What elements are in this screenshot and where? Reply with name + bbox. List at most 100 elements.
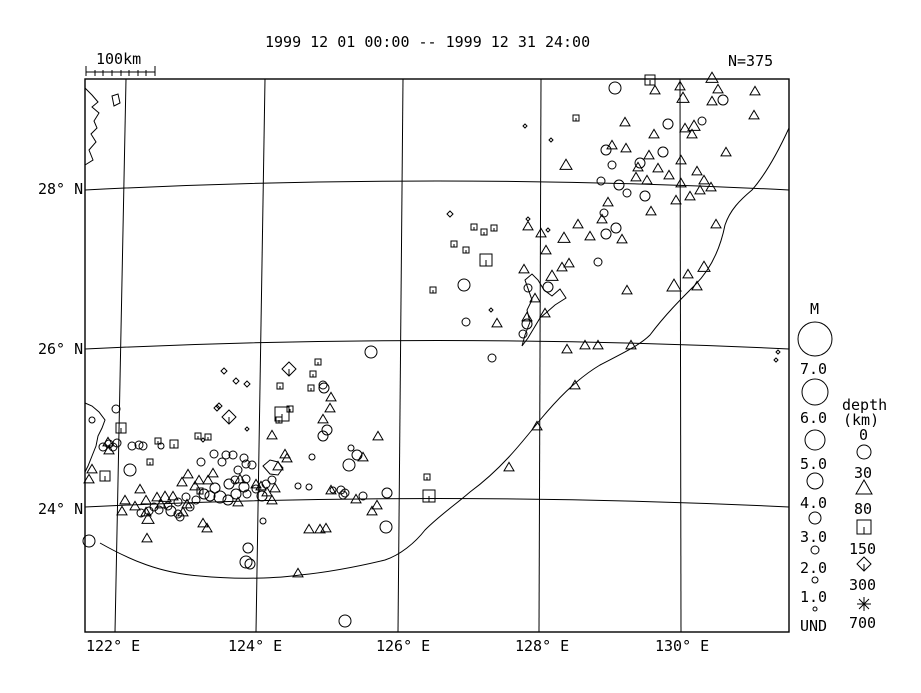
- event-triangle-30-80km: [535, 227, 547, 238]
- event-triangle-30-80km: [134, 483, 146, 494]
- event-triangle-30-80km: [712, 83, 724, 94]
- event-circle-shallow: [600, 228, 612, 240]
- event-circle-shallow: [613, 179, 625, 191]
- event-diamond-150-300km: [548, 137, 554, 143]
- event-triangle-30-80km: [675, 154, 687, 165]
- event-circle-shallow: [610, 222, 622, 234]
- event-circle-shallow: [662, 118, 674, 130]
- event-circle-shallow: [461, 317, 471, 327]
- event-triangle-30-80km: [266, 494, 278, 505]
- event-triangle-30-80km: [167, 490, 179, 501]
- event-triangle-30-80km: [706, 95, 718, 106]
- event-triangle-30-80km: [140, 506, 152, 517]
- event-triangle-30-80km: [666, 278, 682, 292]
- event-circle-shallow: [112, 438, 122, 448]
- event-triangle-30-80km: [281, 452, 293, 463]
- scale-bar-label: 100km: [96, 50, 142, 68]
- legend-circle-m5: [804, 429, 826, 451]
- event-triangle-30-80km: [151, 491, 163, 502]
- event-circle-shallow: [244, 558, 256, 570]
- event-triangle-30-80km: [86, 463, 98, 474]
- event-circle-shallow: [127, 441, 137, 451]
- ryukyu-trench: [99, 127, 790, 579]
- event-triangle-30-80km: [357, 451, 369, 462]
- event-diamond-150-300km: [522, 123, 528, 129]
- event-triangle-30-80km: [749, 85, 761, 96]
- event-triangle-30-80km: [720, 146, 732, 157]
- legend-depth-30: 30: [854, 464, 873, 482]
- event-count: N=375: [728, 52, 774, 70]
- date-range-title: 1999 12 01 00:00 -- 1999 12 31 24:00: [265, 33, 591, 51]
- event-circle-shallow: [308, 453, 316, 461]
- event-triangle-30-80km: [540, 244, 552, 255]
- event-triangle-30-80km: [189, 480, 201, 491]
- event-triangle-30-80km: [177, 506, 189, 517]
- event-circle-shallow: [233, 465, 243, 475]
- event-triangle-30-80km: [625, 339, 637, 350]
- event-triangle-30-80km: [682, 268, 694, 279]
- event-circle-shallow: [294, 482, 302, 490]
- event-circle-shallow: [717, 94, 729, 106]
- scale-bar: [85, 66, 156, 76]
- meridian-124e: [255, 78, 266, 633]
- event-triangle-30-80km: [371, 499, 383, 510]
- event-circle-shallow: [242, 542, 254, 554]
- event-circle-shallow: [596, 176, 606, 186]
- event-triangle-30-80km: [317, 413, 329, 424]
- event-triangle-30-80km: [207, 467, 219, 478]
- legend-depth-0: 0: [859, 426, 869, 444]
- event-circle-shallow: [267, 475, 277, 485]
- lat-label-28: 28° N: [38, 180, 84, 198]
- legend-depth-150: 150: [849, 540, 877, 558]
- event-circle-shallow: [217, 457, 227, 467]
- event-triangle-30-80km: [679, 122, 691, 133]
- event-triangle-30-80km: [684, 190, 696, 201]
- event-triangle-30-80km: [140, 494, 152, 505]
- event-triangle-30-80km: [272, 460, 284, 471]
- event-circle-shallow: [342, 458, 356, 472]
- legend-depth-300: 300: [849, 576, 877, 594]
- event-triangle-30-80km: [325, 484, 337, 495]
- event-triangle-30-80km: [491, 317, 503, 328]
- event-triangle-30-80km: [569, 379, 581, 390]
- event-triangle-30-80km: [292, 567, 304, 578]
- event-circle-shallow: [223, 478, 235, 490]
- event-triangle-30-80km: [691, 280, 703, 291]
- event-circle-shallow: [221, 450, 231, 460]
- lon-label-122: 122° E: [86, 637, 141, 655]
- event-triangle-30-80km: [705, 71, 719, 83]
- event-triangle-30-80km: [643, 149, 655, 160]
- legend-circle-und: [812, 606, 818, 612]
- event-triangle-30-80km: [197, 517, 209, 528]
- legend-depth-triangle-icon: [855, 478, 873, 495]
- event-triangle-30-80km: [686, 128, 698, 139]
- event-triangle-30-80km: [201, 522, 213, 533]
- event-triangle-30-80km: [652, 162, 664, 173]
- event-triangle-30-80km: [619, 116, 631, 127]
- event-triangle-30-80km: [606, 139, 618, 150]
- event-triangle-30-80km: [182, 468, 194, 479]
- event-circle-shallow: [379, 520, 393, 534]
- event-circle-shallow: [154, 505, 164, 515]
- event-triangle-30-80km: [561, 343, 573, 354]
- event-circle-shallow: [318, 382, 330, 394]
- lat-label-26: 26° N: [38, 340, 84, 358]
- meridian-122e: [114, 78, 127, 633]
- event-triangle-30-80km: [261, 486, 273, 497]
- event-triangle-30-80km: [616, 233, 628, 244]
- event-triangle-30-80km: [710, 218, 722, 229]
- event-diamond-150-300km: [775, 349, 781, 355]
- event-triangle-30-80km: [83, 473, 95, 484]
- event-triangle-30-80km: [158, 490, 172, 502]
- meridian-126e: [397, 78, 404, 633]
- event-triangle-30-80km: [621, 284, 633, 295]
- event-triangle-30-80km: [592, 339, 604, 350]
- event-circle-shallow: [261, 479, 271, 489]
- event-circle-shallow: [241, 474, 251, 484]
- lon-label-126: 126° E: [376, 637, 431, 655]
- event-circle-shallow: [204, 490, 216, 502]
- event-diamond-150-300km: [545, 227, 551, 233]
- event-triangle-30-80km: [620, 142, 632, 153]
- event-triangle-30-80km: [649, 84, 661, 95]
- event-diamond-150-300km: [213, 404, 221, 412]
